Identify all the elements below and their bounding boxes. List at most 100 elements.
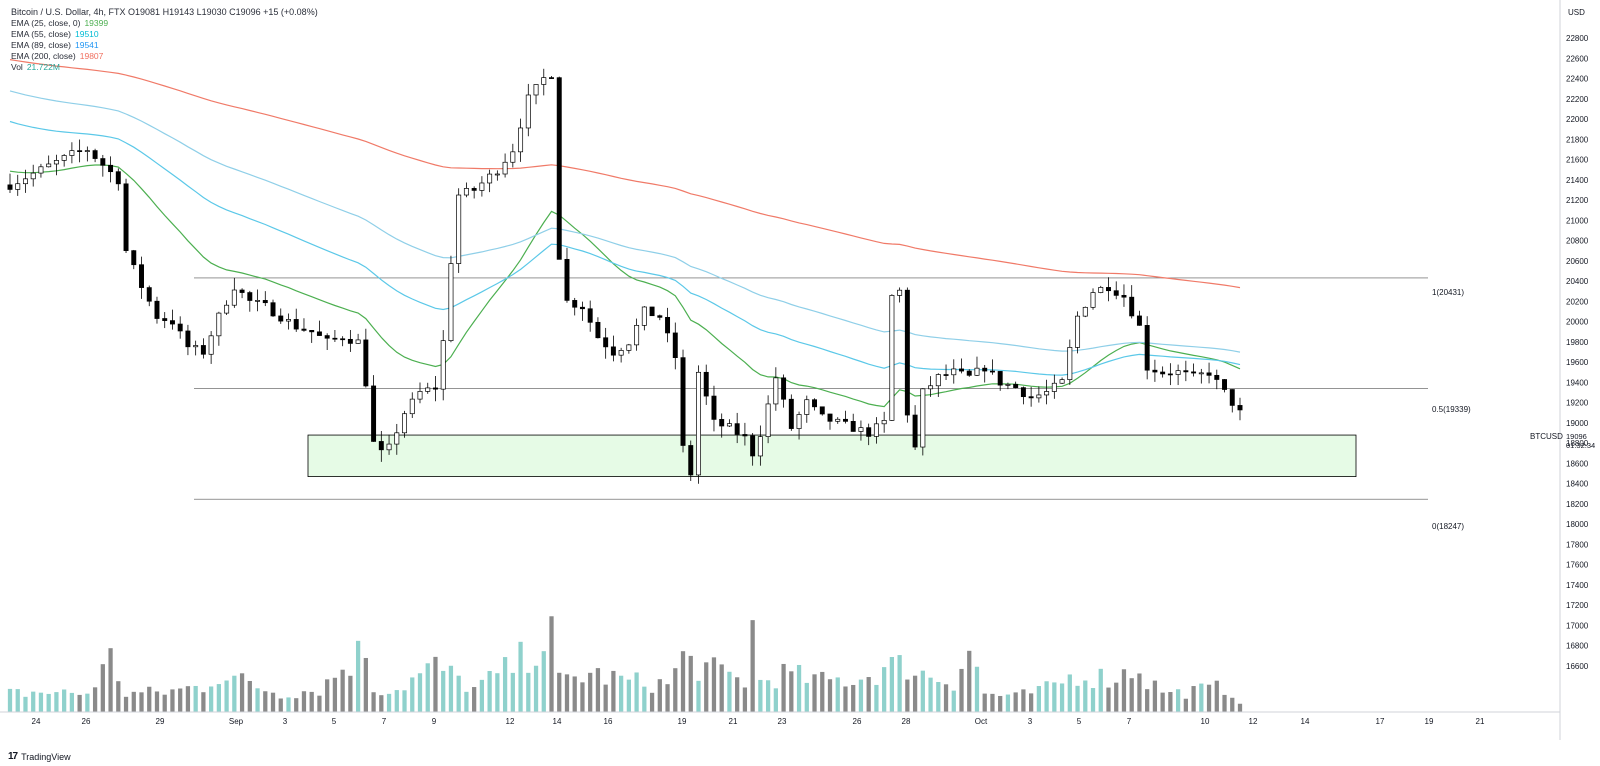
candle-body [1098, 287, 1104, 293]
volume-bar [1175, 689, 1181, 712]
legend-label: EMA (200, close) [11, 51, 76, 61]
price-tick-label: 20000 [1566, 318, 1589, 327]
current-price-box: 19096 01:32:34 [1566, 432, 1595, 450]
candle-body [1152, 369, 1158, 373]
ticker-label: BTCUSD [1530, 432, 1563, 441]
candle-body [378, 441, 384, 451]
volume-bar [1036, 686, 1041, 712]
candle-body [1113, 290, 1119, 296]
price-tick-label: 22600 [1566, 54, 1589, 63]
candle-body [626, 344, 632, 351]
candle-body [208, 335, 214, 355]
candle-body [750, 435, 756, 457]
candle-body [1160, 371, 1166, 375]
candle-body [1191, 371, 1197, 374]
volume-bar [711, 657, 717, 712]
candle-body [61, 155, 67, 161]
volume-bar [959, 668, 964, 712]
volume-bar [796, 664, 802, 712]
volume-bar [332, 677, 338, 712]
volume-bar [325, 679, 330, 712]
chart-legend: Bitcoin / U.S. Dollar, 4h, FTX O19081 H1… [11, 7, 318, 73]
candle-body [417, 391, 423, 400]
price-tick-label: 16600 [1566, 662, 1589, 671]
candle-body [1075, 315, 1081, 348]
legend-ema89[interactable]: EMA (89, close) 19541 [11, 40, 318, 51]
candle-body [982, 367, 988, 372]
date-tick-label: 5 [1077, 717, 1082, 726]
price-tick-label: 17600 [1566, 561, 1589, 570]
candle-body [912, 414, 918, 448]
volume-bar [1075, 685, 1080, 712]
ema200-line [9, 59, 1241, 289]
candle-body [1005, 384, 1011, 386]
volume-bar [1152, 680, 1158, 712]
candle-body [889, 295, 895, 421]
price-tick-label: 16800 [1566, 642, 1589, 651]
date-tick-label: 28 [902, 717, 911, 726]
candle-body [541, 77, 547, 85]
legend-ema200[interactable]: EMA (200, close) 19807 [11, 51, 318, 62]
candle-body [1229, 389, 1235, 406]
brand-name: TradingView [21, 751, 71, 762]
candle-body [657, 315, 663, 318]
price-axis: 22800 22600 22400 22200 22000 21800 21600 21400… [1559, 0, 1600, 740]
volume-bar [820, 671, 825, 712]
candle-body [997, 371, 1003, 386]
legend-volume[interactable]: Vol 21.722M [11, 62, 318, 73]
candle-body [773, 377, 779, 405]
candle-body [363, 339, 369, 387]
candle-body [935, 374, 941, 387]
candle-body [479, 182, 485, 191]
candle-body [15, 183, 21, 190]
candle-body [355, 339, 361, 344]
volume-bar [139, 692, 144, 712]
candle-body [641, 306, 647, 326]
candle-body [185, 330, 191, 348]
legend-ema25[interactable]: EMA (25, close, 0) 19399 [11, 18, 318, 29]
candle-body [224, 304, 230, 314]
candle-body [162, 318, 168, 321]
candle-body [1082, 306, 1088, 317]
candle-body [719, 419, 725, 427]
candle-body [309, 330, 315, 333]
candle-body [1167, 373, 1173, 376]
date-tick-label: 19 [1425, 717, 1434, 726]
volume-bar [518, 641, 523, 712]
price-tick-label: 22400 [1566, 75, 1589, 84]
date-tick-label: 14 [1301, 717, 1310, 726]
volume-bar [541, 651, 546, 712]
price-tick-label: 17000 [1566, 621, 1589, 630]
price-tick-label: 21800 [1566, 135, 1589, 144]
volume-bar [69, 692, 75, 712]
candle-body [108, 164, 114, 173]
volume-bar [765, 680, 771, 712]
date-tick-label: 17 [1376, 717, 1385, 726]
price-tick-label: 19400 [1566, 378, 1589, 387]
candle-body [1028, 396, 1034, 399]
candle-body [7, 184, 13, 190]
candle-body [688, 445, 694, 476]
candle-body [665, 316, 671, 334]
candle-body [587, 308, 593, 323]
volume-bar [286, 697, 291, 712]
price-tick-label: 22800 [1566, 34, 1589, 43]
candle-body [525, 94, 531, 129]
candle-body [510, 151, 516, 163]
candle-body [881, 420, 887, 425]
price-tick-label: 18800 [1566, 439, 1589, 448]
volume-bar [905, 679, 910, 712]
price-tick-label: 21600 [1566, 156, 1589, 165]
fib-label-1: 1(20431) [1432, 288, 1465, 297]
time-axis: 24 26 29 Sep 3 5 7 9 12 14 16 19 21 23 26 28 Oct 3 5 7 10 12 1… [0, 711, 1560, 726]
candle-body [502, 161, 508, 175]
legend-ema55[interactable]: EMA (55, close) 19510 [11, 29, 318, 40]
candle-body [827, 413, 833, 422]
legend-value: 19510 [75, 29, 99, 39]
tradingview-brand[interactable]: 17 TradingView [8, 751, 71, 762]
volume-bar [178, 688, 183, 712]
volume-bar [247, 680, 252, 712]
volume-bar [340, 669, 345, 712]
candle-body [487, 173, 493, 184]
